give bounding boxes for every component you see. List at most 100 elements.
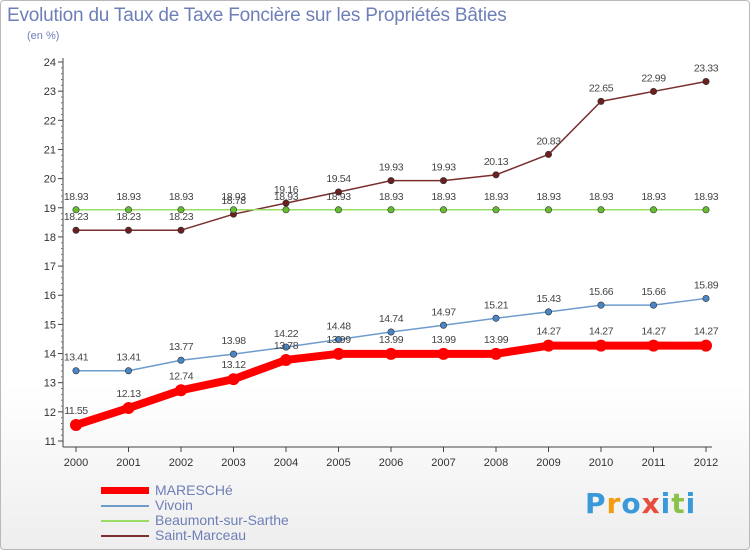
data-point-vivoin [544, 308, 552, 316]
legend-swatch [101, 534, 149, 537]
data-label-saint-marceau: 18.23 [116, 211, 141, 223]
x-tick-label: 2000 [64, 457, 88, 469]
data-label-vivoin: 15.21 [484, 299, 509, 311]
x-tick-label: 2006 [379, 457, 403, 469]
data-point-beaumont-sur-sarthe [177, 206, 185, 214]
logo-letter: x [641, 487, 661, 520]
data-point-beaumont-sur-sarthe [72, 206, 80, 214]
x-tick-label: 2010 [589, 457, 613, 469]
y-tick-label: 24 [44, 57, 56, 69]
data-label-beaumont-sur-sarthe: 18.93 [379, 191, 404, 203]
data-point-vivoin [125, 367, 133, 375]
data-label-saint-marceau: 19.16 [274, 184, 299, 196]
y-tick-label: 21 [44, 144, 56, 156]
x-tick-label: 2011 [642, 457, 666, 469]
data-label-beaumont-sur-sarthe: 18.93 [326, 191, 351, 203]
series-maresch [70, 339, 712, 431]
data-point-beaumont-sur-sarthe [387, 206, 395, 214]
data-label-maresch: 14.27 [536, 326, 561, 338]
data-point-saint-marceau [597, 97, 605, 105]
data-point-maresch [227, 373, 240, 386]
data-point-saint-marceau [649, 87, 657, 95]
data-point-maresch [542, 339, 555, 352]
logo-letter: r [606, 487, 622, 520]
data-point-maresch [175, 384, 187, 397]
chart-title: Evolution du Taux de Taxe Foncière sur l… [7, 5, 507, 26]
data-label-saint-marceau: 22.99 [641, 72, 666, 84]
data-point-beaumont-sur-sarthe [230, 206, 238, 214]
data-label-vivoin: 14.74 [379, 313, 404, 325]
data-label-maresch: 14.27 [589, 326, 614, 338]
data-label-beaumont-sur-sarthe: 18.93 [431, 191, 456, 203]
legend-item: Beaumont-sur-Sarthe [101, 513, 289, 528]
data-point-saint-marceau [334, 188, 342, 196]
data-point-vivoin [597, 301, 605, 309]
legend-swatch [101, 487, 149, 494]
data-point-beaumont-sur-sarthe [125, 206, 133, 214]
data-point-maresch [122, 402, 135, 415]
data-label-saint-marceau: 19.93 [431, 162, 456, 174]
data-point-saint-marceau [439, 177, 447, 185]
data-point-vivoin [72, 367, 80, 375]
data-point-maresch [595, 339, 607, 352]
series-beaumont-sur-sarthe [72, 206, 710, 214]
y-tick-label: 18 [44, 232, 56, 244]
data-point-maresch [700, 339, 712, 352]
data-label-vivoin: 14.22 [274, 328, 299, 340]
data-point-vivoin [649, 301, 657, 309]
data-point-beaumont-sur-sarthe [492, 206, 500, 214]
y-tick-label: 22 [44, 115, 56, 127]
data-point-beaumont-sur-sarthe [282, 206, 290, 214]
legend-item: Vivoin [101, 498, 289, 513]
data-label-saint-marceau: 20.83 [536, 135, 561, 147]
data-label-saint-marceau: 18.23 [169, 211, 194, 223]
y-tick-label: 16 [44, 290, 56, 302]
legend-label: MARESCHé [155, 482, 233, 498]
y-tick-label: 19 [44, 203, 56, 215]
data-point-vivoin [702, 294, 710, 302]
data-label-beaumont-sur-sarthe: 18.93 [116, 191, 141, 203]
data-label-maresch: 13.99 [379, 334, 404, 346]
y-tick-label: 15 [44, 319, 56, 331]
data-label-beaumont-sur-sarthe: 18.93 [274, 191, 299, 203]
logo-letter: o [621, 487, 642, 520]
data-label-maresch: 13.99 [431, 334, 456, 346]
legend-item: Saint-Marceau [101, 528, 289, 543]
data-label-beaumont-sur-sarthe: 18.93 [484, 191, 509, 203]
logo-letter: P [585, 487, 607, 520]
y-tick-label: 23 [44, 86, 56, 98]
data-point-maresch [332, 347, 345, 360]
data-point-saint-marceau [492, 171, 500, 179]
data-point-saint-marceau [72, 226, 80, 234]
data-point-beaumont-sur-sarthe [544, 206, 552, 214]
data-label-maresch: 11.55 [64, 405, 88, 417]
data-label-vivoin: 15.66 [641, 286, 666, 298]
data-label-maresch: 14.27 [641, 326, 666, 338]
data-point-beaumont-sur-sarthe [649, 206, 657, 214]
x-tick-label: 2005 [326, 457, 350, 469]
data-point-saint-marceau [702, 78, 710, 86]
data-point-saint-marceau [387, 177, 395, 185]
legend-item: MARESCHé [101, 483, 289, 498]
data-label-beaumont-sur-sarthe: 18.93 [64, 191, 89, 203]
data-label-vivoin: 13.77 [169, 341, 194, 353]
legend-swatch [101, 504, 149, 507]
proxiti-logo: Proxiti [585, 487, 696, 520]
data-label-maresch: 12.13 [116, 388, 141, 400]
unit-label: (en %) [27, 30, 60, 42]
data-label-vivoin: 13.41 [116, 352, 141, 364]
y-tick-label: 12 [44, 407, 56, 419]
data-point-saint-marceau [282, 199, 290, 207]
data-point-saint-marceau [177, 226, 185, 234]
legend-label: Vivoin [155, 497, 193, 513]
data-point-beaumont-sur-sarthe [439, 206, 447, 214]
data-point-maresch [280, 353, 292, 366]
data-point-vivoin [230, 350, 238, 358]
data-label-saint-marceau: 19.54 [326, 173, 351, 185]
data-label-maresch: 13.78 [274, 340, 299, 352]
legend-label: Saint-Marceau [155, 527, 247, 543]
x-tick-label: 2003 [221, 457, 245, 469]
data-label-maresch: 12.74 [169, 370, 194, 382]
data-point-vivoin [439, 321, 447, 329]
